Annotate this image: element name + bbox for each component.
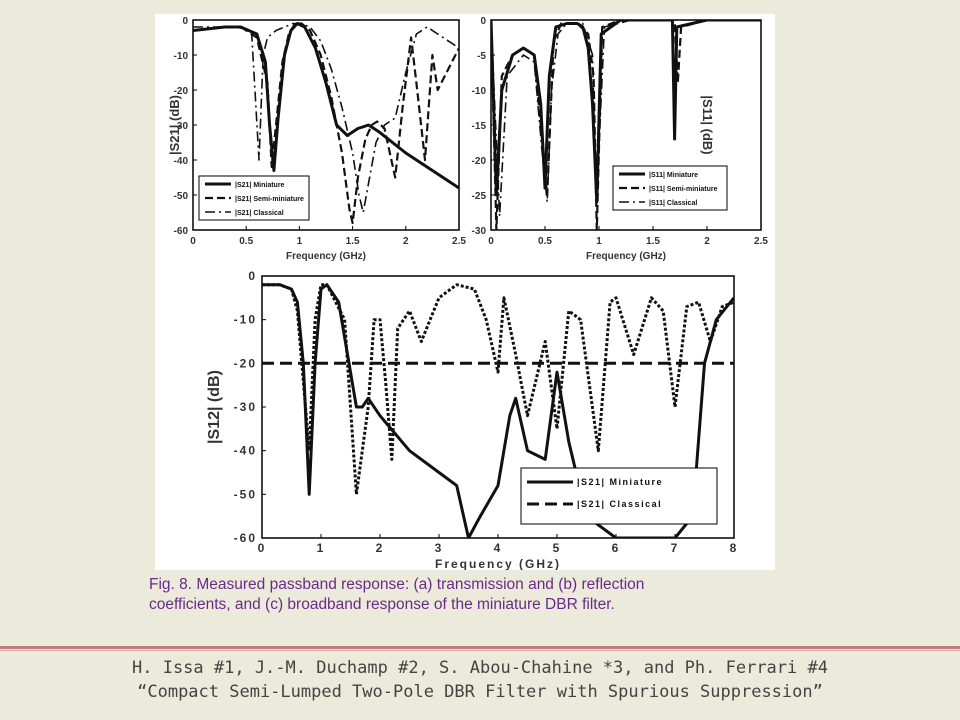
figure-caption: Fig. 8. Measured passband response: (a) … (149, 575, 799, 615)
legend-entry: |S21| Classical (577, 499, 662, 509)
legend-box (520, 467, 718, 525)
chart-c: 0 1 2 3 4 5 6 7 8 0 -10 -20 -30 -40 -50 -60 Frequency (G… (206, 269, 739, 570)
x-tick-label: 6 (612, 541, 621, 555)
y-tick-label: -30 (472, 226, 487, 237)
caption-line-1: Fig. 8. Measured passband response: (a) … (149, 576, 645, 593)
x-tick-label: 0 (258, 541, 267, 555)
x-tick-label: 1 (317, 541, 326, 555)
series-line-1 (262, 283, 734, 538)
x-tick-label: 4 (494, 541, 503, 555)
y-tick-label: -10 (472, 86, 487, 97)
chart-b: 0 0.5 1 1.5 2 2.5 0 -5 -10 -15 -20 -25 -30 Frequency … (472, 16, 769, 262)
series-line-3 (193, 22, 459, 214)
authors-line: H. Issa #1, J.-M. Duchamp #2, S. Abou-Ch… (132, 658, 828, 678)
x-tick-label: 2 (403, 236, 409, 247)
y-axis-label: |S12| (dB) (206, 370, 223, 444)
x-tick-label: 1 (596, 236, 602, 247)
legend-entry: |S21| Miniature (235, 182, 285, 189)
caption-line-2: coefficients, and (c) broadband response… (149, 596, 615, 613)
y-tick-label: -60 (234, 531, 257, 545)
y-tick-label: -30 (234, 400, 257, 414)
legend-entry: |S11| Semi-miniature (649, 186, 718, 193)
series-line-2 (193, 22, 459, 225)
y-tick-label: -60 (174, 226, 189, 237)
x-tick-label: 1.5 (646, 236, 660, 247)
overlay-curve (262, 283, 734, 496)
x-tick-label: 0.5 (239, 236, 253, 247)
figure-panel: 0 0.5 1 1.5 2 2.5 0 -10 -20 -30 -40 -50 -60 Frequency… (155, 14, 775, 570)
x-tick-label: 0.5 (538, 236, 552, 247)
paper-title: “Compact Semi-Lumped Two-Pole DBR Filter… (137, 682, 823, 702)
y-tick-label: 0 (182, 16, 188, 27)
y-tick-label: -25 (472, 191, 487, 202)
x-tick-label: 7 (671, 541, 680, 555)
y-tick-label: -5 (477, 51, 486, 62)
y-tick-label: -40 (174, 156, 189, 167)
legend-entry: |S21| Classical (235, 210, 284, 217)
x-tick-label: 1 (297, 236, 303, 247)
chart-a: 0 0.5 1 1.5 2 2.5 0 -10 -20 -30 -40 -50 -60 Frequency… (167, 16, 466, 262)
footer-divider (0, 646, 960, 649)
y-tick-label: -30 (174, 121, 189, 132)
y-tick-label: -50 (234, 487, 257, 501)
x-tick-label: 2.5 (754, 236, 768, 247)
x-axis-label: Frequency (GHz) (286, 251, 366, 262)
legend-entry: |S11| Miniature (649, 172, 698, 179)
y-tick-label: 0 (480, 16, 486, 27)
series-line-1 (193, 22, 459, 190)
x-tick-label: 2 (704, 236, 710, 247)
x-tick-label: 5 (553, 541, 562, 555)
series-line-3 (491, 20, 761, 217)
y-tick-label: 0 (248, 269, 257, 283)
y-tick-label: -10 (174, 51, 189, 62)
x-tick-label: 1.5 (346, 236, 360, 247)
author-credit: H. Issa #1, J.-M. Duchamp #2, S. Abou-Ch… (0, 656, 960, 704)
legend-entry: |S21| Miniature (577, 477, 663, 487)
footer-divider-thin (0, 650, 960, 651)
x-axis-label: Frequency (GHz) (435, 557, 561, 570)
y-tick-label: -15 (472, 121, 487, 132)
y-tick-label: -10 (234, 313, 257, 327)
x-tick-label: 0 (488, 236, 494, 247)
y-tick-label: -40 (234, 444, 257, 458)
x-tick-label: 0 (190, 236, 196, 247)
y-tick-label: -20 (174, 86, 189, 97)
y-tick-label: -20 (472, 156, 487, 167)
legend-entry: |S11| Classical (649, 200, 697, 207)
y-axis-label: |S21| (dB) (167, 95, 182, 155)
y-tick-label: -50 (174, 191, 189, 202)
series-line-2 (491, 20, 761, 230)
y-axis-label: |S11| (dB) (700, 95, 715, 154)
legend-entry: |S21| Semi-miniature (235, 196, 304, 203)
y-tick-label: -20 (234, 356, 257, 370)
x-tick-label: 2.5 (452, 236, 466, 247)
x-axis-label: Frequency (GHz) (586, 251, 666, 262)
x-tick-label: 8 (730, 541, 739, 555)
x-tick-label: 3 (435, 541, 444, 555)
figure-svg: 0 0.5 1 1.5 2 2.50-10-20-30-40-50-60Frequency… (167, 16, 769, 570)
x-tick-label: 2 (376, 541, 385, 555)
